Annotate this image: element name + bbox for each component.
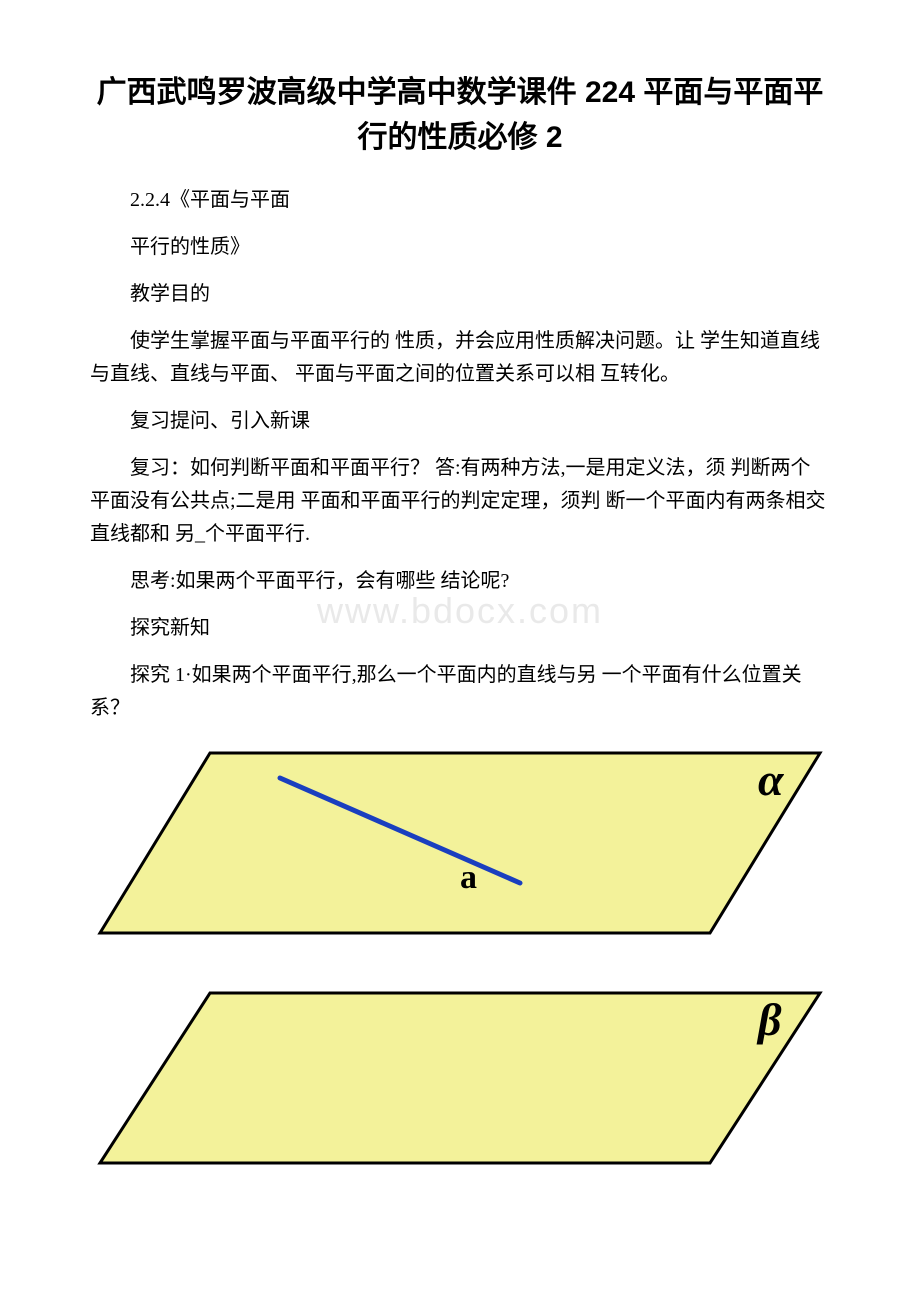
paragraph-3: 教学目的: [90, 278, 830, 311]
paragraph-8: 探究新知: [90, 612, 830, 645]
diagram-parallel-planes: a α β: [90, 743, 830, 1173]
label-alpha: α: [758, 754, 785, 805]
paragraph-9: 探究 1·如果两个平面平行,那么一个平面内的直线与另 一个平面有什么位置关系？: [90, 659, 830, 725]
diagram-svg: a α β: [90, 743, 830, 1173]
plane-alpha: [100, 753, 820, 933]
paragraph-4: 使学生掌握平面与平面平行的 性质，并会应用性质解决问题。让 学生知道直线与直线、…: [90, 325, 830, 391]
plane-beta: [100, 993, 820, 1163]
document-page: 广西武鸣罗波高级中学高中数学课件 224 平面与平面平行的性质必修 2 2.2.…: [0, 0, 920, 1173]
paragraph-5: 复习提问、引入新课: [90, 405, 830, 438]
label-a: a: [460, 859, 477, 896]
label-beta: β: [756, 994, 782, 1045]
paragraph-7: 思考:如果两个平面平行，会有哪些 结论呢?: [90, 565, 830, 598]
paragraph-1: 2.2.4《平面与平面: [90, 184, 830, 217]
document-title: 广西武鸣罗波高级中学高中数学课件 224 平面与平面平行的性质必修 2: [90, 70, 830, 160]
paragraph-2: 平行的性质》: [90, 231, 830, 264]
paragraph-6: 复习：如何判断平面和平面平行？ 答:有两种方法,一是用定义法，须 判断两个平面没…: [90, 452, 830, 551]
